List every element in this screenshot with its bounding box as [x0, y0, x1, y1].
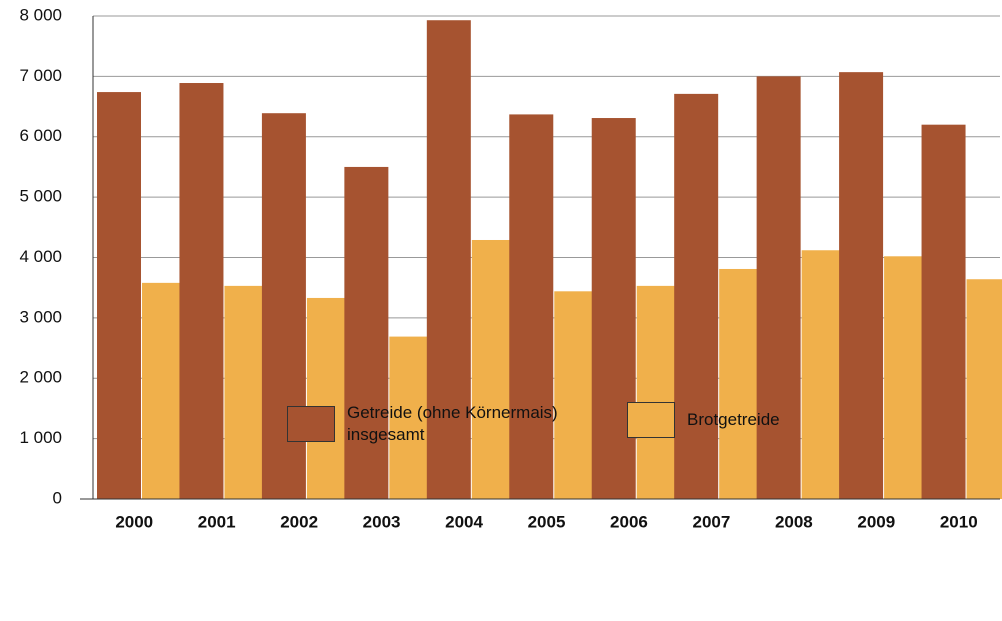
bar [142, 282, 182, 499]
legend-label: Getreide (ohne Körnermais) insgesamt [347, 403, 558, 444]
bar [884, 256, 925, 499]
bar [719, 268, 760, 499]
bar [839, 72, 884, 500]
y-tick-label: 3 000 [19, 307, 62, 326]
y-tick-label: 5 000 [19, 187, 62, 206]
x-tick-label: 2002 [280, 512, 318, 531]
bar [921, 124, 966, 500]
x-tick-label: 2003 [363, 512, 401, 531]
chart: 0 1 000 2 000 3 000 4 000 5 000 6 000 7 000 8 00… [19, 5, 1002, 531]
legend-swatch [627, 402, 675, 438]
bar [344, 166, 389, 499]
bar [756, 76, 801, 499]
bar [801, 250, 842, 499]
y-tick-label: 7 000 [19, 66, 62, 85]
y-tick-label: 6 000 [19, 126, 62, 145]
x-tick-label: 2007 [692, 512, 730, 531]
x-tick-label: 2010 [940, 512, 978, 531]
x-tick-label: 2008 [775, 512, 813, 531]
bar [389, 336, 430, 499]
y-tick-label: 0 [53, 488, 62, 507]
legend-label: Brotgetreide [687, 410, 780, 429]
bar [509, 114, 554, 499]
bar [179, 83, 224, 500]
bar [591, 118, 636, 499]
x-tick-label: 2006 [610, 512, 648, 531]
x-tick-label: 2005 [528, 512, 566, 531]
x-tick-label: 2004 [445, 512, 483, 531]
bar [224, 285, 265, 499]
y-tick-label: 8 000 [19, 5, 62, 24]
x-tick-label: 2009 [857, 512, 895, 531]
y-tick-label: 2 000 [19, 368, 62, 387]
bar [97, 92, 141, 499]
legend-item: Brotgetreide [627, 402, 780, 438]
bar [636, 285, 677, 499]
bar [674, 93, 719, 499]
y-tick-label: 1 000 [19, 428, 62, 447]
bar [471, 239, 512, 499]
bar [306, 297, 347, 499]
bar [966, 279, 1002, 499]
bar [554, 291, 595, 499]
x-tick-label: 2001 [198, 512, 236, 531]
x-tick-label: 2000 [115, 512, 153, 531]
bar [426, 20, 471, 499]
y-tick-label: 4 000 [19, 247, 62, 266]
legend-item: Getreide (ohne Körnermais) insgesamt [287, 402, 558, 446]
legend-swatch [287, 406, 335, 442]
